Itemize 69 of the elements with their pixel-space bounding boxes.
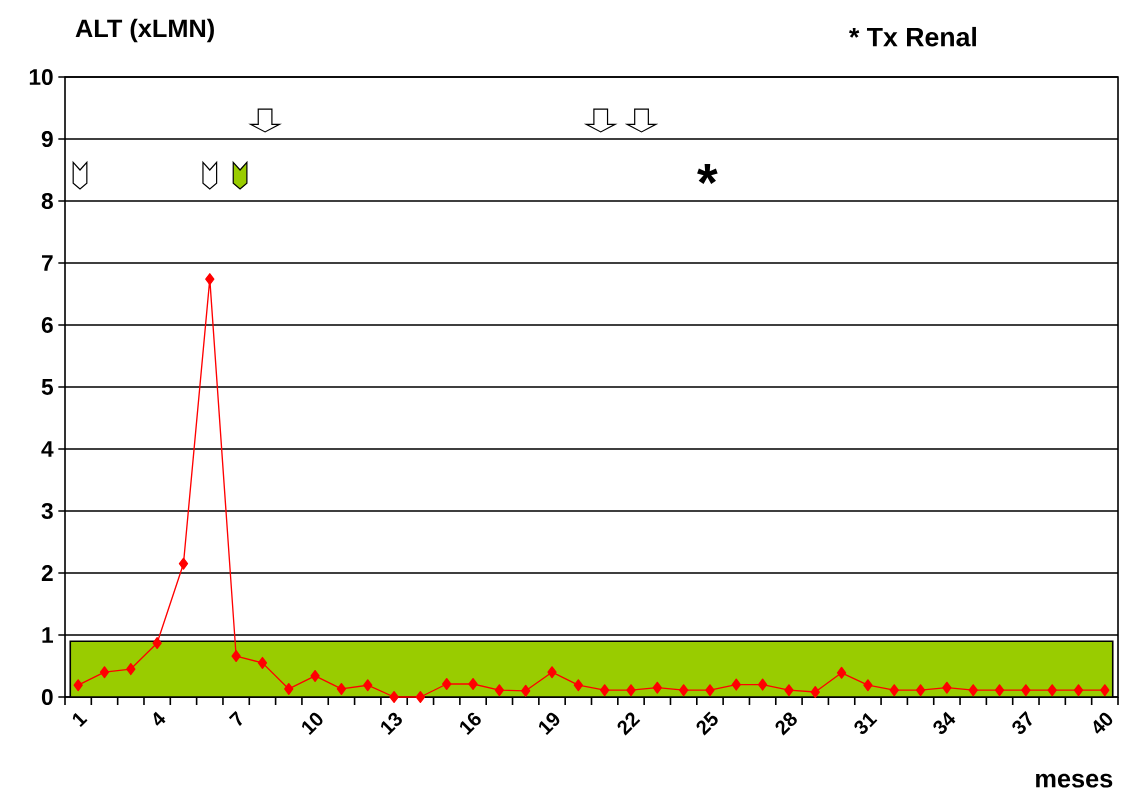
x-tick-label: 16 <box>459 712 481 736</box>
point <box>547 666 557 679</box>
y-axis-title: ALT (xLMN) <box>75 18 214 43</box>
point <box>73 679 83 692</box>
point <box>257 656 268 669</box>
x-axis-title: meses <box>1036 773 1113 788</box>
point <box>178 557 189 570</box>
point <box>994 684 1005 697</box>
point <box>705 684 715 697</box>
point <box>626 684 636 697</box>
point <box>310 669 320 682</box>
point <box>99 666 110 679</box>
annotation: * <box>697 164 718 184</box>
point <box>1100 684 1110 697</box>
y-tick-label: 8 <box>41 192 53 210</box>
x-tick-label: 28 <box>775 712 797 736</box>
x-tick-label: 25 <box>696 711 718 736</box>
y-tick-label: 6 <box>41 316 53 334</box>
x-tick-label: 19 <box>538 712 560 736</box>
point <box>494 684 505 697</box>
text: * Tx Renal <box>849 26 976 47</box>
point <box>652 681 662 694</box>
x-tick-label: 31 <box>854 713 878 734</box>
point <box>889 684 899 697</box>
point <box>757 678 768 691</box>
point <box>152 637 162 650</box>
point <box>1021 684 1031 697</box>
y-tick-label: 4 <box>41 441 54 457</box>
x-tick-label: 10 <box>302 712 323 736</box>
point <box>205 273 215 286</box>
x-tick-label: 40 <box>1093 712 1113 734</box>
y-tick-label: 1 <box>42 627 53 643</box>
point <box>836 666 847 679</box>
y-tick-label: 0 <box>41 688 53 706</box>
point <box>389 690 399 703</box>
point <box>442 677 452 690</box>
point <box>968 684 978 697</box>
y-tick-label: 3 <box>41 502 53 520</box>
point <box>863 679 873 692</box>
point <box>1073 684 1084 697</box>
point <box>784 684 794 697</box>
y-tick-label: 2 <box>41 565 53 581</box>
point <box>1047 684 1057 697</box>
point <box>415 690 426 703</box>
x-tick-label: 37 <box>1012 711 1032 734</box>
x-tick-label: 1 <box>72 712 88 728</box>
point <box>521 684 531 697</box>
x-tick-label: 13 <box>381 712 402 736</box>
point <box>810 686 820 699</box>
point <box>573 679 584 692</box>
point <box>284 682 294 695</box>
point <box>363 679 373 692</box>
x-tick-label: 34 <box>933 711 956 734</box>
point <box>942 681 952 694</box>
point <box>915 684 926 697</box>
x-tick-label: 4 <box>153 711 166 726</box>
point <box>468 677 478 690</box>
point <box>126 663 136 676</box>
y-tick-label: 7 <box>42 255 53 271</box>
point <box>731 678 741 691</box>
point <box>678 684 689 697</box>
point <box>336 682 347 695</box>
y-tick-label: 5 <box>41 379 53 395</box>
point <box>231 650 241 663</box>
y-tick-label: 10 <box>29 68 53 86</box>
x-tick-label: 22 <box>617 712 641 736</box>
x-tick-label: 7 <box>228 710 243 726</box>
y-tick-label: 9 <box>41 130 53 148</box>
point <box>599 684 610 697</box>
